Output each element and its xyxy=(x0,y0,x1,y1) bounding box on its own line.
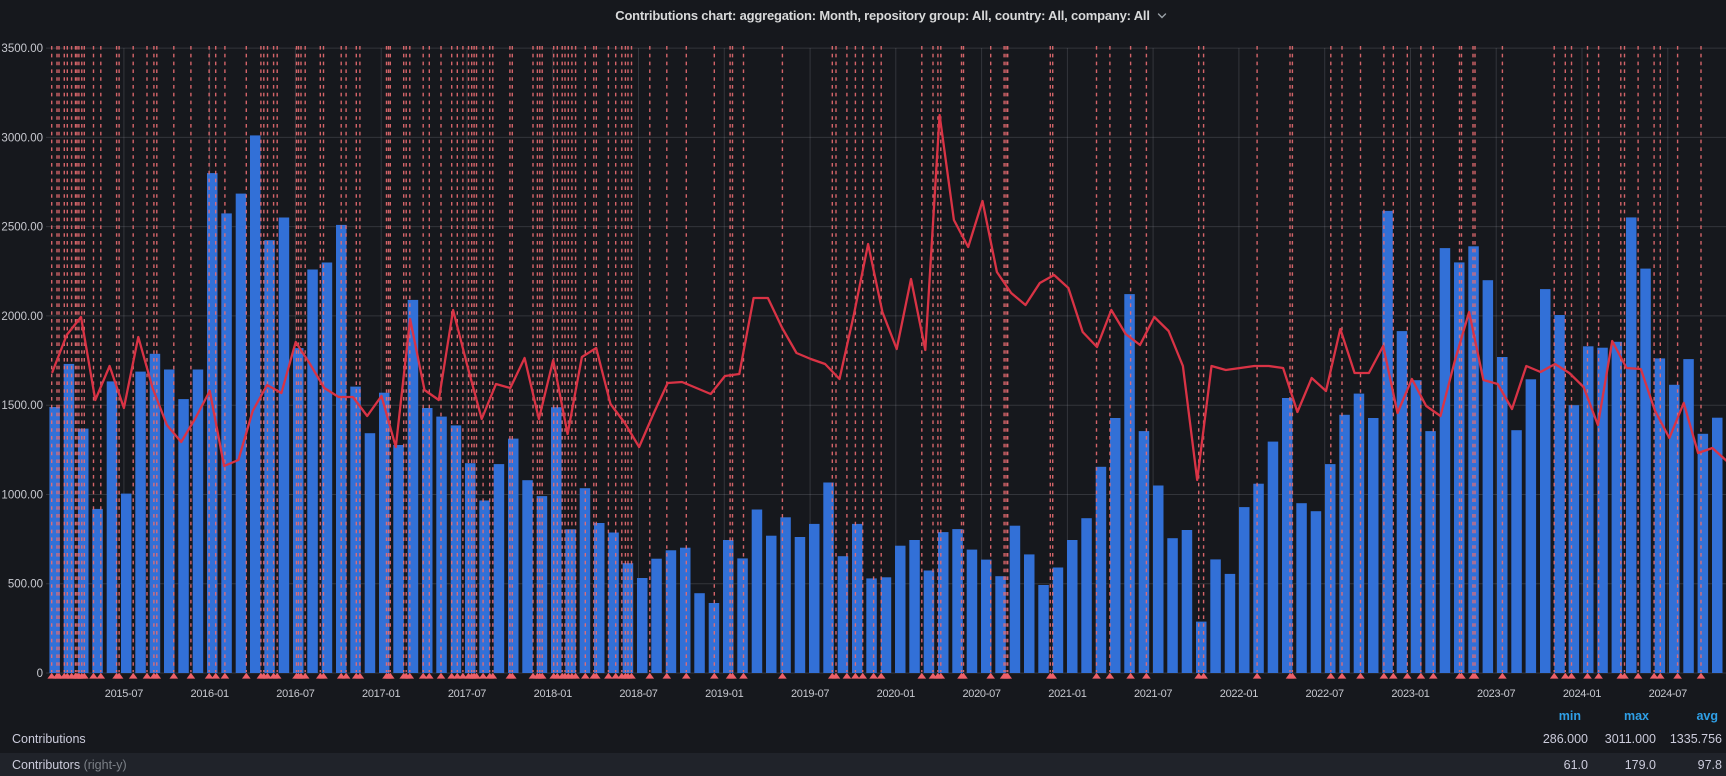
svg-text:2022-07: 2022-07 xyxy=(1306,688,1344,700)
svg-text:1500.00: 1500.00 xyxy=(1,400,43,412)
svg-text:3500.00: 3500.00 xyxy=(1,43,43,55)
svg-text:1000.00: 1000.00 xyxy=(1,490,43,502)
svg-text:2018-01: 2018-01 xyxy=(534,688,572,700)
svg-text:2022-01: 2022-01 xyxy=(1220,688,1258,700)
svg-text:2021-07: 2021-07 xyxy=(1134,688,1172,700)
svg-text:2500.00: 2500.00 xyxy=(1,222,43,234)
svg-text:2019-01: 2019-01 xyxy=(705,688,743,700)
svg-text:2017-01: 2017-01 xyxy=(362,688,400,700)
svg-text:2020-07: 2020-07 xyxy=(962,688,1000,700)
svg-text:2023-01: 2023-01 xyxy=(1391,688,1429,700)
svg-text:3000.00: 3000.00 xyxy=(1,132,43,144)
svg-text:0: 0 xyxy=(37,668,43,680)
svg-text:2015-07: 2015-07 xyxy=(105,688,143,700)
svg-text:2020-01: 2020-01 xyxy=(877,688,915,700)
svg-text:2023-07: 2023-07 xyxy=(1477,688,1515,700)
svg-text:2017-07: 2017-07 xyxy=(448,688,486,700)
svg-text:2000.00: 2000.00 xyxy=(1,311,43,323)
svg-text:500.00: 500.00 xyxy=(8,579,43,591)
svg-text:2021-01: 2021-01 xyxy=(1048,688,1086,700)
svg-text:2016-07: 2016-07 xyxy=(276,688,314,700)
svg-text:2024-07: 2024-07 xyxy=(1649,688,1687,700)
svg-text:2019-07: 2019-07 xyxy=(791,688,829,700)
svg-text:2016-01: 2016-01 xyxy=(191,688,229,700)
svg-text:2018-07: 2018-07 xyxy=(619,688,657,700)
svg-text:2024-01: 2024-01 xyxy=(1563,688,1601,700)
